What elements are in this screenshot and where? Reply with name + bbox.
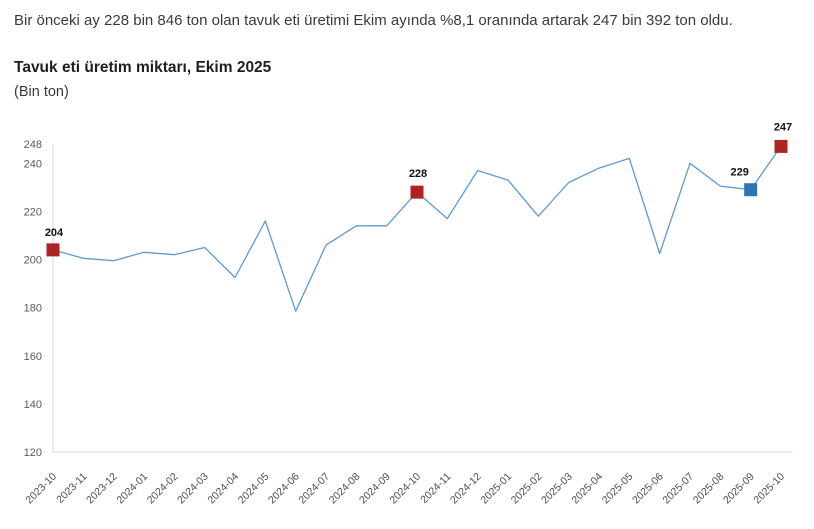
- y-tick-label: 140: [24, 399, 42, 411]
- y-tick-label: 248: [24, 139, 42, 151]
- data-point-label: 229: [730, 167, 748, 179]
- x-tick-label: 2023-12: [84, 471, 120, 507]
- chart-title: Tavuk eti üretim miktarı, Ekim 2025: [14, 59, 272, 76]
- data-point-marker: [46, 243, 60, 257]
- x-tick-label: 2025-07: [660, 471, 696, 507]
- x-tick-label: 2025-04: [569, 471, 605, 507]
- x-tick-label: 2024-09: [357, 471, 393, 507]
- chart-unit-label: (Bin ton): [14, 84, 69, 100]
- x-tick-label: 2024-11: [418, 471, 453, 506]
- y-tick-label: 160: [24, 351, 42, 363]
- x-tick-label: 2025-03: [539, 471, 575, 507]
- x-tick-label: 2024-01: [114, 471, 150, 507]
- x-tick-label: 2025-06: [630, 471, 666, 507]
- y-tick-label: 240: [24, 158, 42, 170]
- y-tick-label: 200: [24, 255, 42, 267]
- x-tick-label: 2024-03: [175, 471, 211, 507]
- x-tick-label: 2024-12: [448, 471, 484, 507]
- x-tick-label: 2025-10: [751, 471, 787, 507]
- data-point-label: 204: [45, 227, 64, 239]
- x-tick-label: 2024-06: [266, 471, 302, 507]
- data-point-label: 247: [774, 121, 792, 133]
- x-tick-label: 2025-05: [600, 471, 636, 507]
- x-tick-label: 2023-11: [54, 471, 89, 506]
- x-tick-label: 2024-02: [145, 471, 181, 507]
- y-tick-label: 120: [24, 447, 42, 459]
- data-point-marker: [410, 185, 424, 199]
- x-tick-label: 2024-08: [327, 471, 363, 507]
- y-tick-label: 220: [24, 206, 42, 218]
- data-point-marker: [774, 139, 788, 153]
- x-tick-label: 2023-10: [23, 471, 59, 507]
- y-tick-label: 180: [24, 303, 42, 315]
- x-tick-label: 2024-07: [296, 471, 332, 507]
- x-tick-label: 2025-01: [478, 471, 514, 507]
- x-tick-label: 2025-08: [691, 471, 727, 507]
- x-tick-label: 2025-02: [509, 471, 545, 507]
- x-tick-label: 2025-09: [721, 471, 757, 507]
- data-point-label: 228: [409, 168, 427, 180]
- x-tick-label: 2024-05: [236, 471, 272, 507]
- x-tick-label: 2024-10: [387, 471, 423, 507]
- data-point-marker: [744, 183, 758, 197]
- summary-text: Bir önceki ay 228 bin 846 ton olan tavuk…: [14, 12, 733, 29]
- x-tick-label: 2024-04: [205, 471, 241, 507]
